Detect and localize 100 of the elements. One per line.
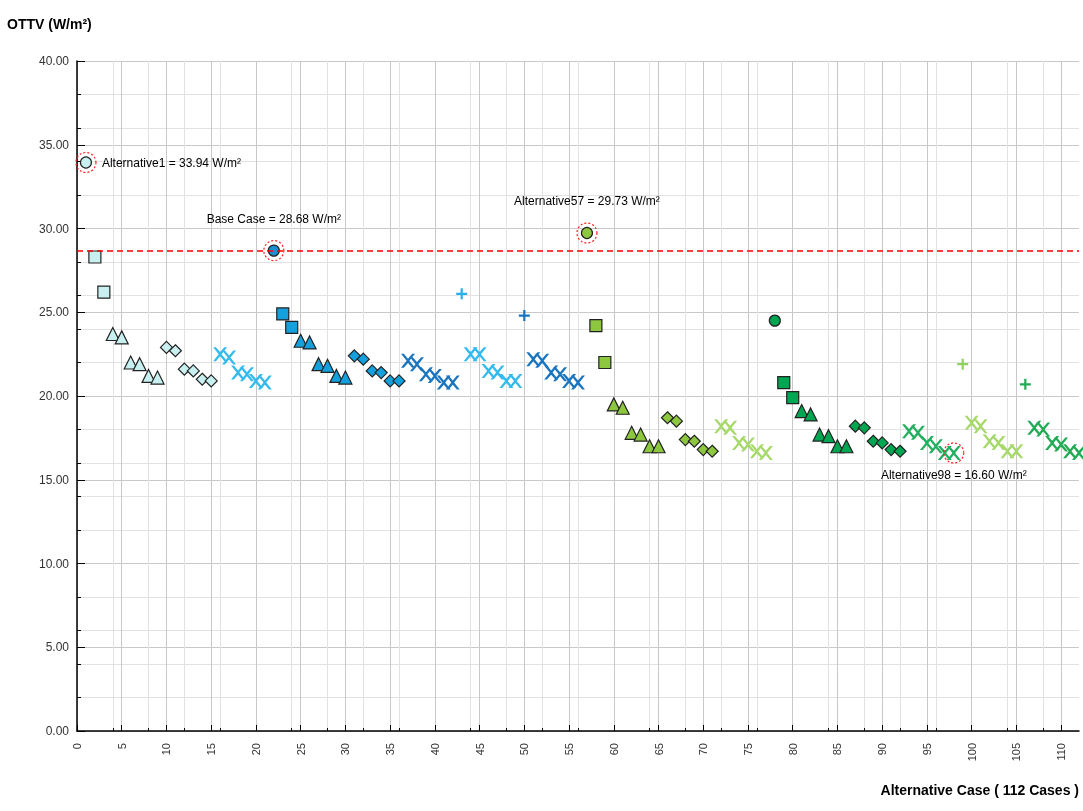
point [714,419,729,434]
point [615,400,630,415]
y-tick-label: 25.00 [38,305,70,320]
point [606,397,621,412]
point [589,319,603,333]
point [803,407,818,422]
point [651,439,666,454]
point [392,374,406,388]
x-tick-label: 50 [518,743,531,756]
y-tick-label: 20.00 [38,389,70,403]
x-tick-label: 25 [294,743,307,756]
point [768,314,781,327]
point [177,362,191,376]
point [427,368,442,383]
point [141,368,156,383]
point [857,421,871,435]
point [893,444,907,458]
point [535,353,550,368]
annotation: Alternative1 = 33.94 W/m² [101,155,242,170]
point [374,365,388,380]
x-tick-label: 45 [473,743,486,756]
x-tick-label: 20 [249,743,262,756]
point [293,333,308,348]
annotation: Alternative98 = 16.60 W/m² [880,467,1027,482]
annotation: Alternative57 = 29.73 W/m² [514,194,660,209]
point [222,350,237,365]
x-tick-label: 65 [652,743,665,756]
point [526,352,541,367]
y-tick-label: 5.00 [45,640,70,655]
point [1036,422,1051,437]
point [777,376,791,390]
point [409,357,424,372]
point [598,355,612,370]
point [276,307,290,321]
point [740,437,755,452]
point [320,358,335,373]
point [302,335,317,350]
point [311,357,326,372]
point [884,443,898,457]
x-tick-label: 105 [1010,743,1023,762]
point [957,358,969,370]
point [758,445,773,460]
point [964,415,979,430]
point [285,320,299,334]
point [356,352,370,366]
point [723,420,738,435]
y-tick-label: 15.00 [38,472,70,487]
point [456,288,468,300]
point [132,357,147,372]
x-tick-label: 15 [205,743,218,756]
point [794,403,809,419]
point [150,370,165,385]
x-tick-label: 85 [831,743,844,756]
point [204,374,218,388]
x-tick-label: 95 [920,743,933,756]
point [660,411,675,425]
point [991,435,1006,450]
x-tick-label: 5 [115,743,128,750]
point [257,375,272,390]
point [633,427,648,442]
point [445,375,460,390]
point [848,419,862,433]
point [186,364,200,378]
point [571,375,585,390]
x-tick-label: 90 [876,743,889,756]
point [902,424,917,439]
point [928,439,943,454]
x-tick-label: 70 [697,743,710,756]
point [1009,444,1024,459]
point [821,429,836,444]
x-tick-label: 55 [563,743,576,756]
point [973,419,988,434]
point [875,436,889,450]
y-tick-label: 10.00 [38,556,70,571]
point [1027,420,1042,435]
x-tick-label: 80 [786,743,799,756]
point [1054,437,1069,452]
point [705,444,719,458]
point [88,250,102,264]
point [114,330,129,345]
point [1063,444,1078,459]
x-tick-label: 10 [160,743,173,756]
point [123,355,138,370]
point [239,367,254,382]
x-tick-label: 110 [1055,743,1068,761]
y-axis-title: OTTV (W/m²) [7,16,92,32]
y-tick-label: 0.00 [45,724,70,738]
y-tick-label: 35.00 [38,137,70,152]
point [472,347,487,362]
point [418,367,433,382]
x-tick-label: 75 [741,743,754,756]
x-tick-label: 30 [339,743,352,756]
point [749,444,764,459]
point [678,432,692,447]
point [687,434,701,448]
x-tick-label: 60 [607,743,620,756]
point [910,425,925,440]
x-tick-label: 35 [384,743,397,756]
point [839,439,854,454]
point [562,373,577,388]
